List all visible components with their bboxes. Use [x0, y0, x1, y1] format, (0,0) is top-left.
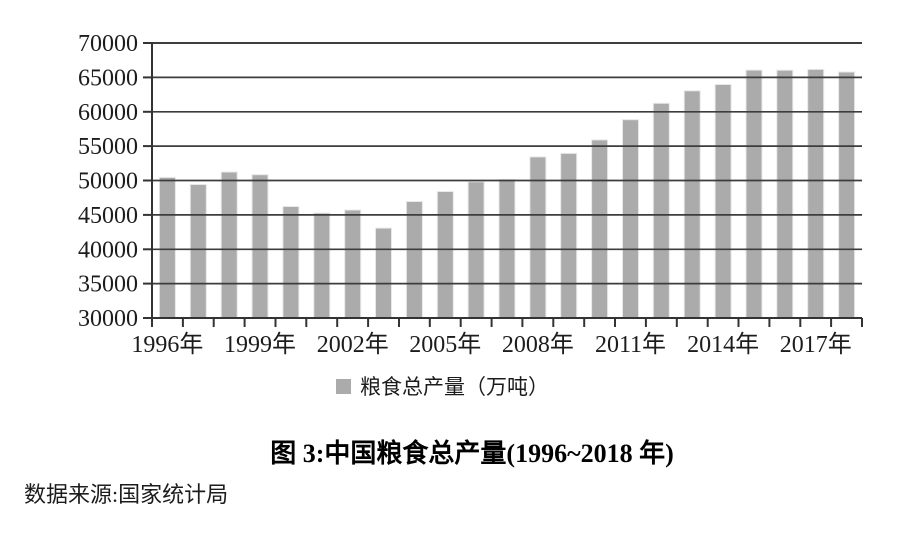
ytick-label-70000: 70000 [78, 31, 138, 57]
bar-2015 [745, 69, 763, 319]
bar-2005 [436, 191, 454, 319]
bar-2018 [838, 71, 856, 319]
bar-2017 [807, 68, 825, 319]
xtick-label-2005年: 2005年 [409, 331, 481, 358]
xtick-label-1999年: 1999年 [224, 331, 296, 358]
xtick-label-2008年: 2008年 [502, 331, 574, 358]
ytick-label-60000: 60000 [78, 100, 138, 126]
xtick-label-2017年: 2017年 [780, 331, 852, 358]
bar-2004 [405, 201, 423, 319]
bar-1999 [251, 174, 269, 319]
ytick-label-40000: 40000 [78, 237, 138, 263]
xtick-label-1996年: 1996年 [131, 331, 203, 358]
ytick-label-45000: 45000 [78, 203, 138, 229]
ytick-label-55000: 55000 [78, 134, 138, 160]
ytick-label-65000: 65000 [78, 65, 138, 91]
data-source-note: 数据来源:国家统计局 [24, 482, 229, 507]
xtick-label-2014年: 2014年 [687, 331, 759, 358]
bar-2001 [313, 212, 331, 319]
grain-production-bar-chart: 30000 35000 40000 45000 50000 55000 60000 65000… [78, 31, 863, 358]
bar-2002 [344, 209, 362, 319]
bar-2000 [282, 206, 300, 319]
bar-2016 [776, 69, 794, 319]
bar-2012 [652, 102, 670, 319]
legend-series-label: 粮食总产量（万吨） [360, 375, 549, 399]
ytick-label-35000: 35000 [78, 272, 138, 298]
figure-caption: 图 3:中国粮食总产量(1996~2018 年) [270, 439, 674, 468]
xtick-label-2002年: 2002年 [317, 331, 389, 358]
bar-2009 [560, 152, 578, 319]
bar-2011 [622, 119, 639, 319]
bar-1997 [189, 184, 207, 319]
legend-swatch-icon [336, 378, 351, 394]
bar-2003 [375, 227, 392, 319]
bar-1996 [158, 176, 176, 319]
bar-2010 [591, 139, 609, 319]
ytick-label-30000: 30000 [78, 306, 138, 332]
bar-1998 [220, 171, 238, 319]
chart-legend: 粮食总产量（万吨） [336, 371, 549, 401]
xtick-label-2011年: 2011年 [595, 331, 666, 358]
ytick-label-50000: 50000 [78, 169, 138, 195]
